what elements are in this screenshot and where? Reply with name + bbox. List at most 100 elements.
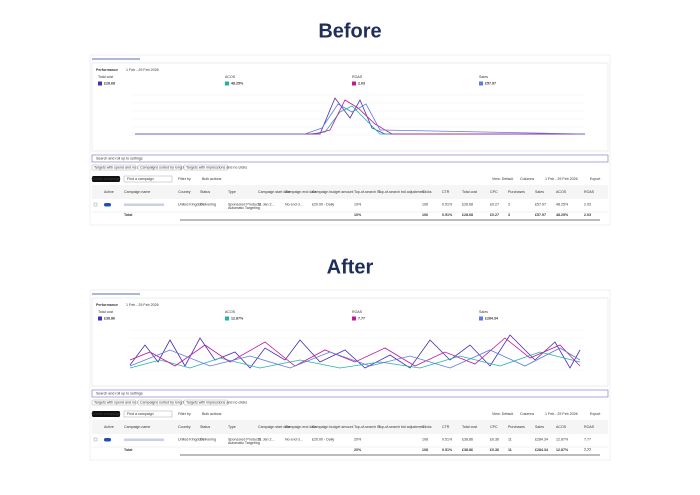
metric-label: Sales — [479, 75, 488, 79]
table-header — [92, 420, 608, 434]
chip-label: Targets with spend and no sales — [94, 165, 146, 169]
find-label: Find a campaign — [127, 177, 154, 181]
metric-label: Total cost — [98, 310, 113, 314]
total-cell: £38.86 — [462, 448, 473, 452]
cell: Automatic Targeting — [228, 206, 260, 210]
toggle[interactable] — [104, 438, 111, 442]
heading: After — [327, 256, 374, 278]
column-header: Sales — [535, 425, 544, 429]
performance-title: Performance — [96, 303, 118, 307]
column-header: Purchases — [508, 425, 525, 429]
total-cell: 0.51% — [442, 448, 453, 452]
checkbox[interactable] — [93, 202, 98, 207]
column-header: Total cost — [462, 190, 477, 194]
column-header: Country — [178, 425, 191, 429]
column-header: Campaign budget amount — [312, 190, 353, 194]
column-header: Campaign start date — [258, 425, 290, 429]
column-header: Campaign name — [124, 190, 150, 194]
total-cell: £57.97 — [535, 213, 546, 217]
bulk: Bulk actions — [202, 177, 222, 181]
column-header: Campaign name — [124, 425, 150, 429]
chip[interactable] — [137, 399, 183, 406]
total-cell: £0.27 — [490, 213, 499, 217]
cell: Sponsored Products — [228, 437, 261, 441]
toggle[interactable] — [104, 203, 111, 207]
column-header: Purchases — [508, 190, 525, 194]
find-box[interactable] — [123, 175, 173, 183]
column-header: Top-of-search bid adjustment — [378, 190, 424, 194]
column-header: CPC — [490, 190, 498, 194]
metric-value: 7.77 — [358, 316, 365, 320]
chip-label: Targets with impressions and no clicks — [186, 165, 247, 169]
column-header: Sales — [535, 190, 544, 194]
metric-value: £57.97 — [485, 81, 496, 85]
search-placeholder: Search and roll up to settings — [96, 156, 143, 160]
view: View: Default — [492, 412, 513, 416]
metric-value: 12.87% — [231, 316, 244, 320]
metric-swatch — [225, 316, 229, 321]
chip-label: Targets with spend and no sales — [94, 400, 146, 404]
bulk: Bulk actions — [202, 412, 222, 416]
cell: 11 — [508, 437, 512, 441]
export: Export — [590, 412, 600, 416]
metric-swatch — [98, 81, 102, 86]
cell: Automatic Targeting — [228, 441, 260, 445]
search-bar[interactable] — [91, 154, 609, 163]
column-header: Campaign budget amount — [312, 425, 353, 429]
metric-swatch — [98, 316, 102, 321]
create-button[interactable] — [92, 411, 120, 417]
total-cell: 0.51% — [442, 213, 453, 217]
cell: £284.34 — [535, 437, 548, 441]
chip[interactable] — [137, 164, 183, 171]
chip[interactable] — [91, 399, 137, 406]
metric-label: Total cost — [98, 75, 113, 79]
chip[interactable] — [91, 164, 137, 171]
column-header: Top-of-search IS — [354, 190, 381, 194]
total-cell: 11 — [508, 448, 512, 452]
metric-swatch — [225, 81, 229, 86]
create-label: Create campaign — [92, 412, 121, 416]
scrollbar — [180, 454, 600, 456]
checkbox[interactable] — [93, 437, 98, 442]
chip[interactable] — [183, 164, 229, 171]
scrollbar — [180, 219, 600, 221]
column-header: Clicks — [422, 190, 432, 194]
cell: 7.77 — [584, 437, 591, 441]
column-header: Status — [200, 425, 210, 429]
metric-swatch — [352, 316, 356, 321]
total-cell: 3 — [508, 213, 510, 217]
create-button[interactable] — [92, 176, 120, 182]
column-header: Active — [104, 425, 114, 429]
filter: Filter by — [178, 177, 191, 181]
cell: 108 — [422, 437, 428, 441]
campaign-name — [124, 203, 164, 206]
metric-swatch — [479, 316, 483, 321]
column-header: ROAS — [584, 190, 595, 194]
cell: £20.00 - Daily — [312, 437, 334, 441]
column-header: Top-of-search IS — [354, 425, 381, 429]
chip-label: Campaigns sorted by long term sales — [140, 400, 200, 404]
table-header — [92, 185, 608, 199]
cell: £20.00 - Daily — [312, 202, 334, 206]
cell: £38.86 — [462, 437, 473, 441]
cell: 12.87% — [556, 437, 569, 441]
metric-swatch — [479, 81, 483, 86]
export: Export — [590, 177, 600, 181]
metric-label: ACOS — [225, 310, 236, 314]
chip[interactable] — [183, 399, 229, 406]
cell: No end d... — [285, 202, 303, 206]
columns-button: Columns — [520, 412, 534, 416]
cell: 0.51% — [442, 202, 453, 206]
total-cell: Total — [124, 213, 132, 217]
column-header: Status — [200, 190, 210, 194]
filter: Filter by — [178, 412, 191, 416]
total-cell: 20% — [354, 448, 362, 452]
date-picker: 1 Feb - 29 Feb 2026 — [545, 177, 578, 181]
metric-value: 2.03 — [358, 81, 365, 85]
search-bar[interactable] — [91, 389, 609, 398]
column-header: Country — [178, 190, 191, 194]
column-header: ROAS — [584, 425, 595, 429]
column-header: Campaign end date — [285, 425, 316, 429]
find-box[interactable] — [123, 410, 173, 418]
